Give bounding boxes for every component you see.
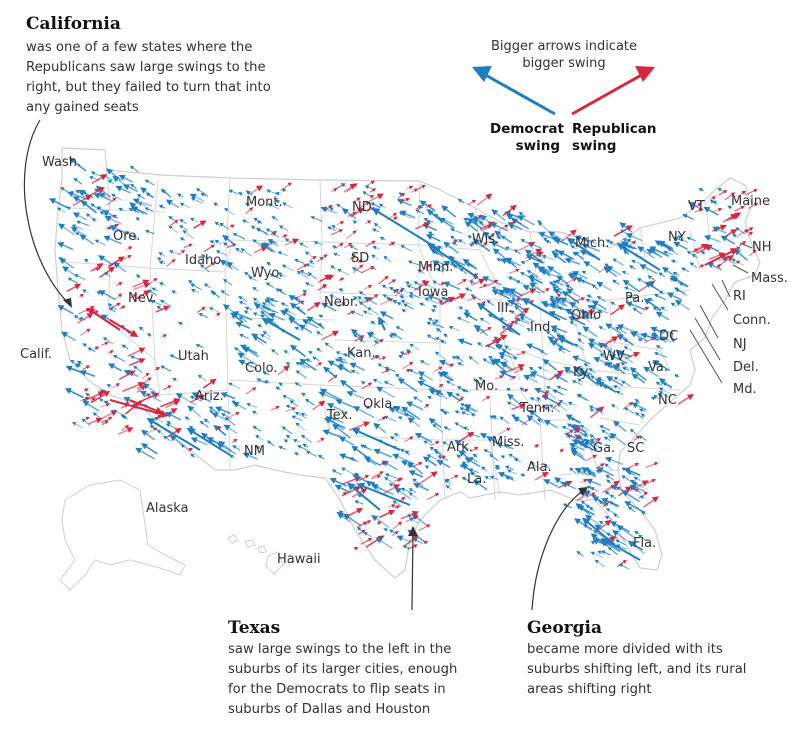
state-label-mich: Mich. (575, 236, 609, 251)
california-leader-line (23, 119, 71, 306)
georgia-line: suburbs shifting left, and its rural (527, 662, 747, 677)
state-label-nm: NM (244, 444, 265, 459)
california-title: California (26, 14, 121, 34)
state-label-utah: Utah (178, 349, 209, 364)
state-label-tex: Tex. (326, 408, 352, 423)
state-label-conn: Conn. (733, 313, 771, 328)
legend-democrat-line1: Democrat (490, 121, 564, 137)
state-label-la: La. (467, 472, 486, 487)
state-label-va: Va. (648, 360, 668, 375)
state-label-sc: SC (627, 441, 644, 456)
legend-democrat-arrowhead (472, 66, 492, 82)
state-label-nev: Nev. (128, 291, 157, 306)
texas-leader-line (411, 531, 414, 611)
state-label-ind: Ind. (530, 320, 554, 335)
legend-caption-line2: bigger swing (522, 56, 606, 71)
state-label-mont: Mont. (246, 195, 283, 210)
state-label-ariz: Ariz. (195, 389, 224, 404)
state-label-dc: DC (659, 329, 678, 344)
state-label-okla: Okla. (363, 397, 396, 412)
state-label-ri: RI (733, 289, 746, 304)
georgia-body: became more divided with its suburbs shi… (527, 640, 746, 700)
georgia-line: areas shifting right (527, 682, 652, 697)
hawaii-outline (227, 534, 284, 575)
legend-republican-label: Republican swing (572, 121, 656, 155)
state-label-tenn: Tenn. (519, 401, 554, 416)
state-label-hawaii: Hawaii (277, 552, 321, 567)
texas-line: for the Democrats to flip seats in (228, 682, 446, 697)
texas-body: saw large swings to the left in the subu… (228, 640, 457, 720)
state-label-mass: Mass. (751, 271, 788, 286)
legend-democrat-arrow (481, 71, 556, 116)
state-label-del: Del. (733, 360, 759, 375)
state-label-nebr: Nebr. (324, 295, 358, 310)
georgia-line: became more divided with its (527, 642, 723, 657)
state-label-sd: SD (351, 251, 369, 266)
georgia-title: Georgia (527, 618, 602, 638)
state-label-nh: NH (752, 240, 772, 255)
state-label-ark: Ark. (447, 440, 473, 455)
california-line: right, but they failed to turn that into (26, 80, 271, 95)
state-label-nc: NC (658, 393, 677, 408)
state-label-nd: ND (352, 200, 372, 215)
state-label-iowa: Iowa (418, 285, 448, 300)
state-label-ohio: Ohio (571, 308, 601, 323)
legend-democrat-label: Democrat swing (490, 121, 564, 155)
state-labels: Wash. Ore. Calif. Nev. Idaho Mont. Wyo. Utah Col… (20, 155, 788, 567)
state-label-md: Md. (733, 382, 757, 397)
california-body: was one of a few states where the Republ… (26, 38, 271, 118)
state-label-calif: Calif. (20, 347, 52, 362)
california-line: Republicans saw large swings to the (26, 60, 266, 75)
state-label-wyo: Wyo. (251, 266, 283, 281)
state-label-vt: VT (688, 199, 705, 214)
state-label-kan: Kan. (347, 346, 376, 361)
texas-line: suburbs of its larger cities, enough (228, 662, 458, 677)
state-label-ga: Ga. (593, 441, 615, 456)
legend-caption: Bigger arrows indicate bigger swing (474, 38, 654, 72)
california-line: any gained seats (26, 100, 139, 115)
state-label-alaska: Alaska (146, 501, 189, 516)
georgia-leader-arrowhead (578, 487, 588, 496)
georgia-leader-line (531, 489, 585, 611)
legend-democrat-line2: swing (515, 138, 560, 154)
texas-line: suburbs of Dallas and Houston (228, 702, 431, 717)
legend-republican-arrowhead (635, 66, 655, 82)
alaska-outline (59, 479, 186, 591)
legend-republican-line1: Republican (572, 121, 657, 137)
state-label-pa: Pa. (625, 291, 644, 306)
state-label-ill: Ill. (497, 301, 512, 316)
texas-leader-arrowhead (408, 526, 418, 536)
state-label-ky: Ky. (573, 365, 591, 380)
swing-arrows (48, 157, 759, 570)
state-label-minn: Minn. (418, 260, 453, 275)
state-label-mo: Mo. (475, 379, 498, 394)
texas-line: saw large swings to the left in the (228, 642, 452, 657)
state-label-wash: Wash. (42, 155, 81, 170)
state-label-idaho: Idaho (185, 253, 221, 268)
texas-title: Texas (228, 618, 281, 638)
legend-republican-arrow (571, 71, 646, 116)
state-label-ore: Ore. (113, 229, 140, 244)
california-line: was one of a few states where the (26, 40, 253, 55)
state-label-colo: Colo. (245, 361, 278, 376)
legend-caption-line1: Bigger arrows indicate (490, 39, 638, 54)
state-label-nj: NJ (733, 337, 747, 352)
state-label-fla: Fla. (633, 536, 656, 551)
state-label-ala: Ala. (527, 460, 552, 475)
california-leader-arrowhead (63, 298, 72, 308)
northeast-leader-lines (671, 242, 753, 384)
legend-republican-line2: swing (572, 138, 617, 154)
state-label-maine: Maine (731, 194, 770, 209)
state-label-miss: Miss. (492, 435, 525, 450)
state-label-wv: WV (603, 349, 625, 364)
state-label-ny: NY (668, 230, 686, 245)
state-label-wis: Wis. (472, 232, 499, 247)
